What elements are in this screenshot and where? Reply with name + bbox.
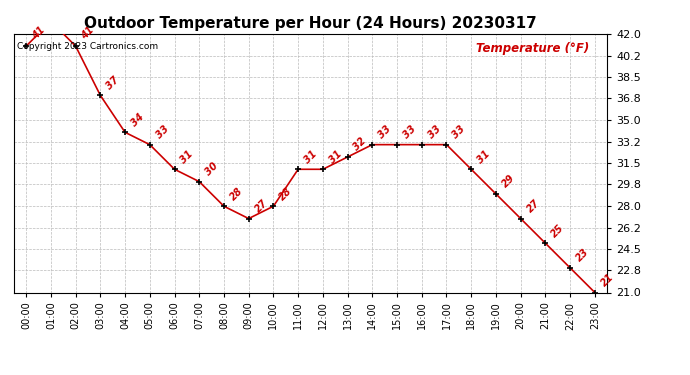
Text: 28: 28 [277, 186, 294, 202]
Text: 23: 23 [574, 247, 591, 264]
Text: 29: 29 [500, 173, 517, 190]
Text: 32: 32 [352, 136, 368, 153]
Text: 27: 27 [525, 198, 542, 214]
Text: 28: 28 [228, 186, 245, 202]
Text: 33: 33 [401, 124, 418, 141]
Text: 43: 43 [0, 374, 1, 375]
Text: 31: 31 [327, 148, 344, 165]
Text: 41: 41 [80, 25, 97, 42]
Text: 30: 30 [204, 161, 220, 177]
Text: 31: 31 [475, 148, 492, 165]
Text: 41: 41 [30, 25, 47, 42]
Text: 33: 33 [377, 124, 393, 141]
Title: Outdoor Temperature per Hour (24 Hours) 20230317: Outdoor Temperature per Hour (24 Hours) … [84, 16, 537, 31]
Text: Copyright 2023 Cartronics.com: Copyright 2023 Cartronics.com [17, 42, 158, 51]
Text: 33: 33 [426, 124, 442, 141]
Text: 37: 37 [104, 75, 121, 91]
Text: Temperature (°F): Temperature (°F) [476, 42, 589, 54]
Text: 25: 25 [549, 222, 566, 239]
Text: 21: 21 [599, 272, 615, 288]
Text: 33: 33 [154, 124, 170, 141]
Text: 34: 34 [129, 111, 146, 128]
Text: 27: 27 [253, 198, 270, 214]
Text: 31: 31 [179, 148, 195, 165]
Text: 31: 31 [302, 148, 319, 165]
Text: 33: 33 [451, 124, 467, 141]
